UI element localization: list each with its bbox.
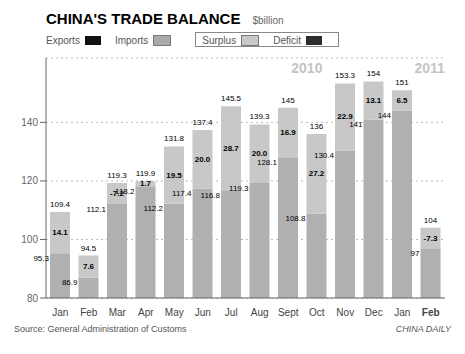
svg-text:2010: 2010 — [291, 60, 322, 76]
svg-text:139.3: 139.3 — [249, 112, 270, 121]
svg-text:Sept: Sept — [278, 307, 299, 318]
html-text:CHINA'S TRADE BALANCE: CHINA'S TRADE BALANCE — [46, 10, 241, 27]
svg-text:Jul: Jul — [225, 307, 238, 318]
svg-text:112.2: 112.2 — [144, 204, 164, 213]
svg-text:119.3: 119.3 — [107, 171, 127, 180]
svg-text:128.1: 128.1 — [257, 158, 278, 167]
svg-text:-7.2: -7.2 — [110, 189, 124, 198]
svg-text:144: 144 — [378, 111, 392, 120]
svg-text:118.2: 118.2 — [115, 186, 135, 196]
svg-text:-7.3: -7.3 — [424, 234, 438, 243]
svg-text:20.0: 20.0 — [252, 149, 268, 158]
svg-text:Dec: Dec — [365, 307, 383, 318]
svg-text:94.5: 94.5 — [81, 244, 97, 253]
svg-text:141: 141 — [349, 120, 363, 130]
svg-text:137.4: 137.4 — [192, 118, 213, 127]
svg-text:154: 154 — [367, 69, 381, 78]
svg-text:104: 104 — [424, 216, 438, 225]
html-text:Imports: Imports — [114, 34, 149, 46]
svg-text:7.6: 7.6 — [83, 262, 95, 271]
svg-text:140: 140 — [21, 117, 38, 128]
svg-text:80: 80 — [27, 293, 39, 304]
svg-text:1.7: 1.7 — [140, 179, 152, 188]
html-text:Exports: Exports — [46, 34, 80, 46]
svg-text:22.9: 22.9 — [337, 112, 353, 121]
svg-text:2011: 2011 — [414, 60, 445, 76]
svg-text:130.4: 130.4 — [314, 151, 335, 160]
svg-text:May: May — [165, 307, 184, 318]
svg-text:13.1: 13.1 — [366, 96, 382, 105]
svg-text:153.3: 153.3 — [335, 71, 356, 80]
svg-text:117.4: 117.4 — [172, 189, 192, 198]
svg-text:86.9: 86.9 — [62, 278, 78, 287]
svg-text:108.8: 108.8 — [285, 214, 306, 223]
svg-text:Jan: Jan — [52, 307, 68, 318]
svg-text:136: 136 — [310, 122, 324, 131]
svg-text:Mar: Mar — [109, 307, 127, 318]
svg-text:19.5: 19.5 — [166, 171, 182, 180]
svg-text:131.8: 131.8 — [164, 134, 185, 143]
svg-text:27.2: 27.2 — [309, 169, 325, 178]
svg-text:Oct: Oct — [309, 307, 325, 318]
svg-text:Apr: Apr — [138, 307, 154, 318]
svg-text:Jan: Jan — [394, 307, 410, 318]
html-text:Source: General Administration: Source: General Administration of Custom… — [14, 324, 187, 334]
svg-text:28.7: 28.7 — [223, 144, 239, 153]
svg-text:Feb: Feb — [80, 307, 98, 318]
svg-text:Nov: Nov — [336, 307, 354, 318]
svg-text:112.1: 112.1 — [87, 205, 107, 214]
svg-text:Aug: Aug — [251, 307, 269, 318]
svg-text:119.9: 119.9 — [136, 169, 156, 178]
svg-text:97: 97 — [411, 249, 420, 258]
svg-text:95.3: 95.3 — [33, 254, 49, 263]
html-text:Deficit: Deficit — [273, 34, 301, 46]
svg-text:6.5: 6.5 — [396, 96, 408, 105]
html-text:CHINA DAILY: CHINA DAILY — [395, 324, 451, 334]
svg-text:Jun: Jun — [195, 307, 211, 318]
svg-text:20.0: 20.0 — [195, 155, 211, 164]
svg-text:119.3: 119.3 — [229, 184, 249, 193]
svg-text:100: 100 — [21, 234, 38, 245]
svg-text:Feb: Feb — [422, 307, 440, 318]
svg-text:151: 151 — [395, 78, 409, 87]
svg-text:120: 120 — [21, 175, 38, 186]
html-text:$billion: $billion — [252, 15, 284, 26]
svg-text:109.4: 109.4 — [50, 200, 71, 209]
svg-text:16.9: 16.9 — [280, 128, 296, 137]
svg-text:14.1: 14.1 — [52, 228, 68, 237]
svg-text:116.8: 116.8 — [201, 191, 221, 200]
html-text:Surplus: Surplus — [202, 34, 237, 46]
svg-text:145.5: 145.5 — [221, 94, 242, 103]
svg-text:145: 145 — [281, 96, 295, 105]
